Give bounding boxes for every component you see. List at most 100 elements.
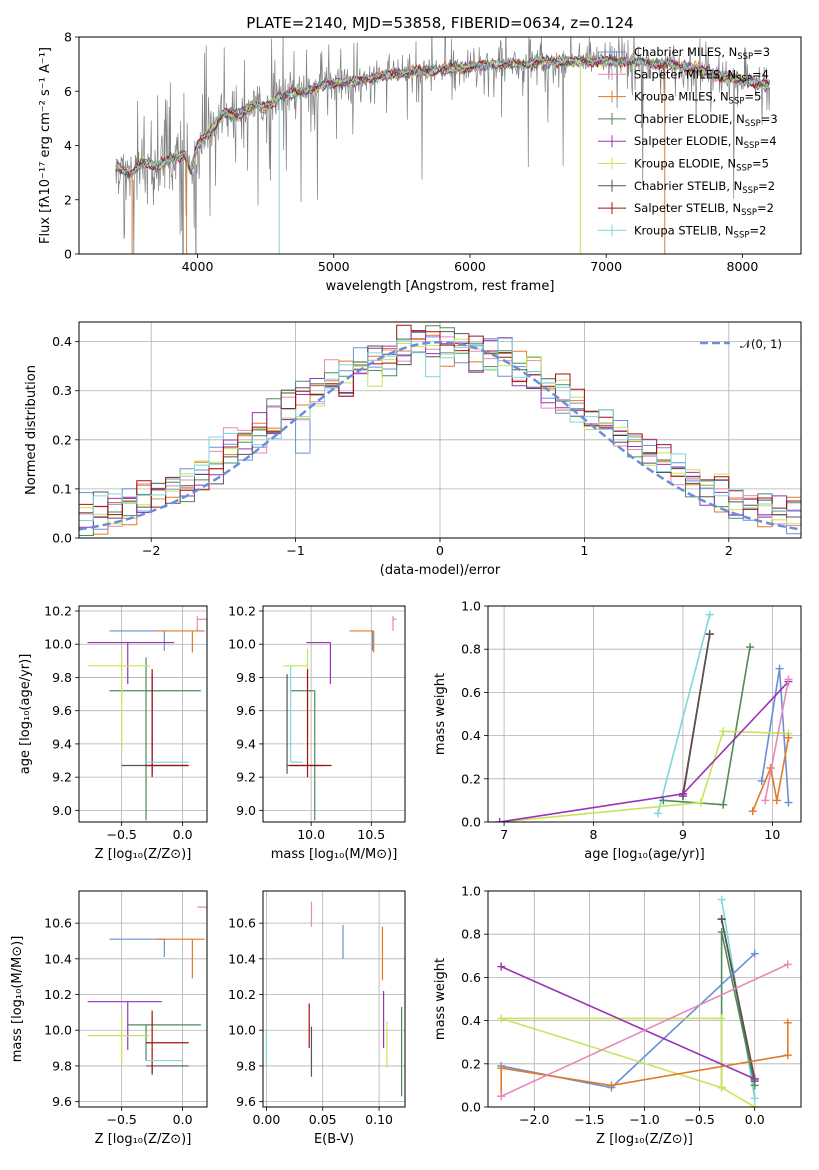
axes-frame [78, 890, 208, 1108]
x-tick-label: 7 [500, 827, 508, 842]
mass-weight-marker [717, 915, 726, 924]
y-tick-label: 0.3 [52, 383, 72, 398]
axis-ticks: −0.5 0.0 9.0 9.2 9.4 9.6 9.8 10.0 10.2 [44, 603, 192, 842]
legend-subscript: SSP [729, 97, 745, 107]
error-bar-point [146, 669, 189, 778]
x-tick-label: 4000 [182, 259, 214, 274]
mass-weight-marker [748, 807, 757, 816]
y-tick-label: 10.2 [228, 603, 256, 618]
mass-weight-series [663, 646, 751, 806]
y-tick-label: 9.2 [236, 770, 256, 785]
y-tick-label: 9.0 [236, 803, 256, 818]
mass-weight-marker [497, 1064, 506, 1073]
mass-weight-marker [678, 789, 687, 798]
legend-suffix: =3 [761, 112, 778, 126]
mass-weight-series [720, 918, 756, 1082]
x-tick-label: 0 [436, 543, 444, 558]
y-tick-label: 9.8 [236, 670, 256, 685]
y-tick-label: 0.0 [52, 531, 72, 546]
model-spectrum-line [115, 55, 771, 176]
plot-area [87, 906, 207, 1075]
legend-suffix: =5 [744, 90, 761, 104]
x-axis-label: Z [log₁₀(Z/Z⊙)] [95, 1132, 192, 1147]
x-tick-label: 5000 [318, 259, 350, 274]
plot-area [265, 901, 403, 1097]
mass-weight-marker [717, 1014, 726, 1023]
mass-weight-marker [750, 1103, 759, 1107]
x-tick-label: 0.05 [309, 1112, 337, 1127]
x-tick-label: 0.0 [173, 827, 193, 842]
y-tick-label: 10.0 [228, 1023, 256, 1038]
y-tick-label: 9.8 [236, 1058, 256, 1073]
legend-label: Chabrier MILES, NSSP=3 [634, 45, 770, 62]
spectrum-panel: 4000 5000 6000 7000 8000 0 2 4 6 8 wavelength [Ang… [38, 30, 802, 294]
error-bar-point [289, 669, 332, 778]
y-tick-label: 9.6 [236, 1094, 256, 1109]
legend-subscript: SSP [742, 186, 758, 196]
model-spectrum-line [115, 55, 770, 176]
y-axis-label: Flux [fλ10⁻¹⁷ erg cm⁻² s⁻¹ A⁻¹] [38, 47, 53, 244]
error-bar-point [155, 938, 205, 979]
normal-distribution-curve [79, 340, 801, 531]
x-axis-label: age [log₁₀(age/yr)] [584, 847, 705, 862]
y-tick-label: 9.4 [236, 736, 256, 751]
y-tick-label: 9.6 [52, 703, 72, 718]
legend-label: 𝒩(0, 1) [740, 337, 782, 351]
y-tick-label: 10.2 [44, 987, 72, 1002]
mass-weight-series [500, 965, 756, 1080]
legend-suffix: =2 [749, 223, 766, 237]
error-bar-point [392, 615, 397, 631]
x-tick-label: 0.0 [745, 1112, 765, 1127]
legend-suffix: =2 [757, 201, 774, 215]
legend-subscript: SSP [741, 208, 757, 218]
y-tick-label: 0.8 [461, 927, 481, 942]
y-tick-label: 0.6 [461, 970, 481, 985]
plot-area [283, 615, 397, 821]
legend-subscript: SSP [737, 52, 753, 62]
mass-weight-marker [772, 796, 781, 805]
y-tick-label: 9.6 [52, 1094, 72, 1109]
y-tick-label: 6 [64, 84, 72, 99]
y-axis-label: mass [log₁₀(M/M⊙)] [10, 936, 25, 1063]
mass-weight-marker [705, 610, 714, 619]
mass-weight-marker [784, 733, 793, 742]
x-tick-label: 10.5 [357, 827, 385, 842]
grid-lines [263, 891, 405, 1107]
error-bar-point [290, 690, 316, 821]
x-axis-label: mass [log₁₀(M/M⊙)] [271, 847, 398, 862]
mass-weight-series [764, 679, 790, 801]
mass-weight-series [657, 614, 711, 814]
x-axis-label: wavelength [Angstrom, rest frame] [326, 279, 555, 294]
axis-ticks: −2 −1 0 1 2 0.0 0.1 0.2 0.3 0.4 [52, 334, 733, 558]
y-tick-label: 0.2 [52, 432, 72, 447]
error-bar-point [87, 641, 175, 685]
legend-subscript: SSP [734, 230, 750, 240]
mass-weight-marker [719, 727, 728, 736]
axes-frame [262, 890, 406, 1108]
x-tick-label: 2 [725, 543, 733, 558]
y-tick-label: 0.2 [461, 771, 481, 786]
axis-ticks: −0.5 0.0 9.6 9.8 10.0 10.2 10.4 10.6 [44, 916, 192, 1127]
x-tick-label: 6000 [454, 259, 486, 274]
y-tick-label: 9.2 [52, 770, 72, 785]
y-tick-label: 0.2 [461, 1056, 481, 1071]
legend: 𝒩(0, 1) [700, 337, 782, 351]
error-bar-point [306, 641, 331, 685]
mass-weight-marker [497, 1014, 506, 1023]
y-tick-label: 9.4 [52, 736, 72, 751]
error-bar-point [121, 674, 189, 774]
age-vs-mass-panel: 10.0 10.5 9.0 9.2 9.4 9.6 9.8 10.0 10.2 mass [log… [228, 603, 406, 862]
legend-label: Salpeter STELIB, NSSP=2 [634, 201, 774, 218]
residual-histogram [79, 325, 801, 536]
mass-weight-marker [784, 675, 793, 684]
mass-weight-marker [783, 1051, 792, 1060]
x-tick-label: −2 [142, 543, 160, 558]
y-tick-label: 0.1 [52, 481, 72, 496]
legend-suffix: =3 [753, 45, 770, 59]
mass-weight-marker [719, 800, 728, 809]
y-tick-label: 9.8 [52, 1058, 72, 1073]
mass-weight-marker [497, 962, 506, 971]
legend-subscript: SSP [736, 74, 752, 84]
grid-lines [488, 605, 801, 823]
mass-weight-marker [497, 1092, 506, 1101]
